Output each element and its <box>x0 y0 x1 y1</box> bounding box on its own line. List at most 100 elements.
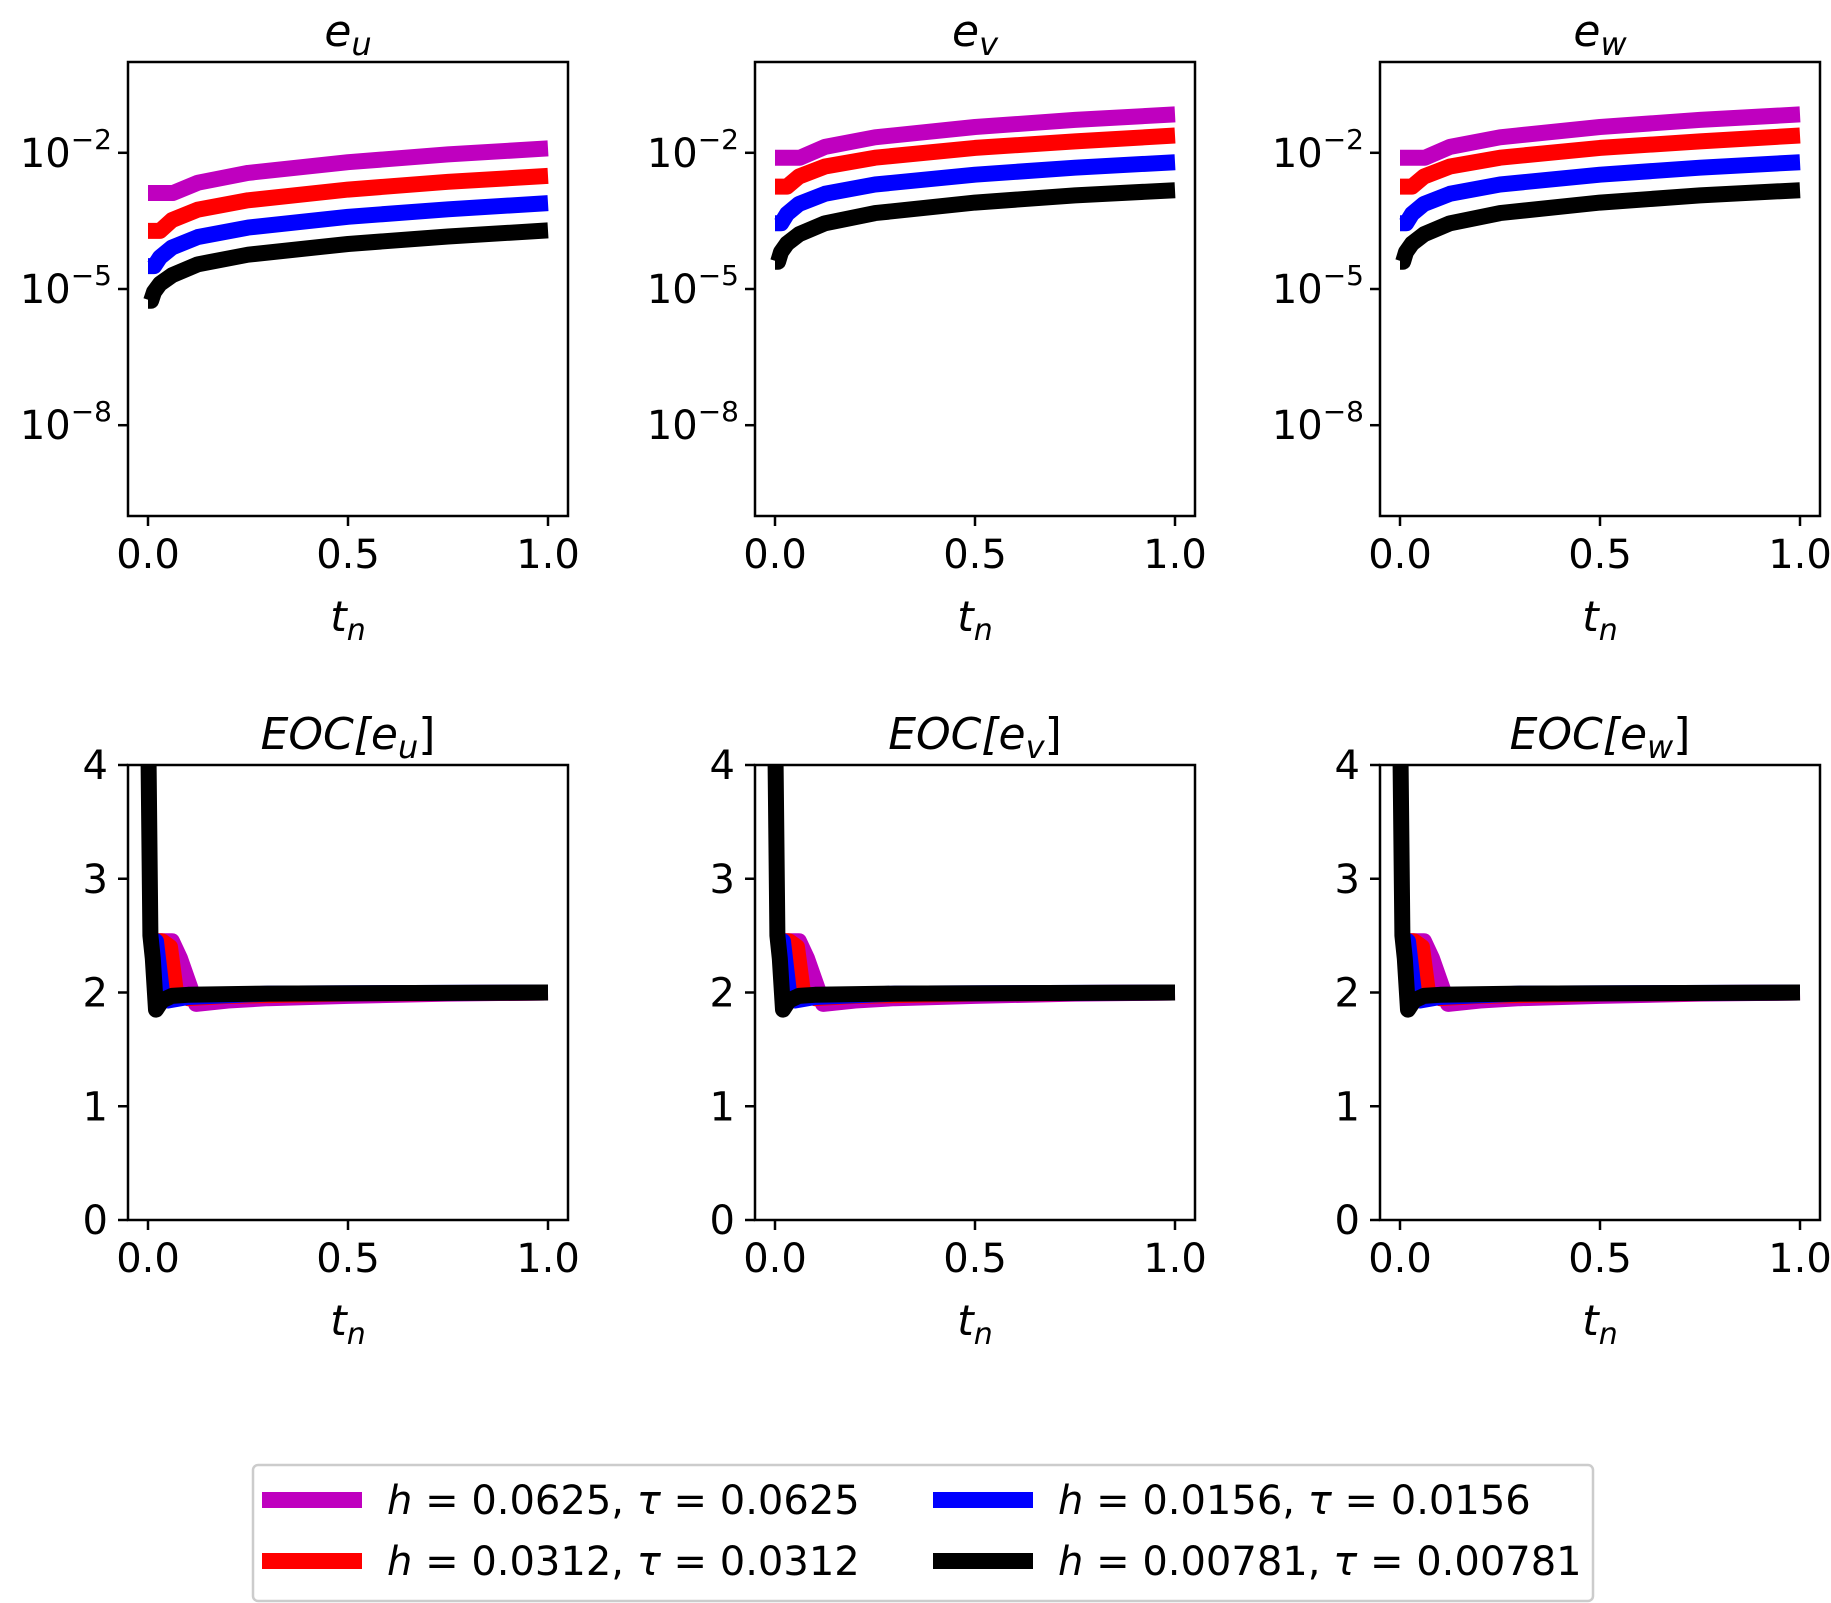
series-group <box>1395 106 1801 270</box>
title-subscript: w <box>1600 25 1627 63</box>
x-axis-label-subscript: n <box>1599 1317 1618 1352</box>
legend-tau-value: 0.0156 <box>1391 1478 1531 1524</box>
legend-equals: = <box>1083 1478 1142 1524</box>
legend-equals: = <box>1332 1478 1391 1524</box>
legend-label: h = 0.0156, τ = 0.0156 <box>1058 1478 1531 1524</box>
x-axis-label-main: t <box>1582 1296 1600 1345</box>
series-line-2 <box>1400 127 1801 195</box>
series-line-3 <box>1398 154 1801 232</box>
title-main: EOC[e <box>888 709 1025 760</box>
legend: h = 0.0625, τ = 0.0625 h = 0.0156, τ = 0.… <box>251 1463 1595 1603</box>
y-tick-label: 4 <box>710 743 735 789</box>
x-axis-label-subscript: n <box>974 613 993 648</box>
x-tick-label: 0.0 <box>1368 1236 1432 1282</box>
legend-tau-value: 0.0625 <box>720 1478 860 1524</box>
x-tick-label: 1.0 <box>516 1236 580 1282</box>
legend-var-h: h <box>387 1539 412 1585</box>
title-bracket: ] <box>418 709 435 760</box>
y-tick-label: 2 <box>1335 971 1360 1017</box>
y-tick-label: 3 <box>1335 857 1360 903</box>
y-tick-label: 0 <box>83 1198 108 1244</box>
y-tick-label: 1 <box>710 1084 735 1130</box>
x-axis-label: tn <box>1582 1296 1617 1352</box>
series-line-3 <box>146 195 549 275</box>
y-tick-label: 10−2 <box>1272 123 1364 177</box>
legend-equals: = <box>412 1478 471 1524</box>
legend-var-tau: τ <box>1308 1478 1333 1524</box>
x-tick-label: 1.0 <box>516 532 580 578</box>
y-tick-label: 0 <box>1335 1198 1360 1244</box>
legend-tau-value: 0.00781 <box>1416 1539 1581 1585</box>
series-line-4 <box>140 765 549 1018</box>
series-group <box>143 140 549 309</box>
series-line-4 <box>1392 765 1801 1018</box>
y-tick-label-exponent: −2 <box>71 123 112 156</box>
x-axis-label-main: t <box>330 592 348 641</box>
legend-comma: , <box>611 1478 636 1524</box>
legend-equals: = <box>661 1539 720 1585</box>
subplot-title: EOC[ew] <box>1510 709 1691 766</box>
x-tick-label: 1.0 <box>1143 532 1207 578</box>
x-axis-label-main: t <box>957 1296 975 1345</box>
legend-h-value: 0.00781 <box>1142 1539 1307 1585</box>
y-tick-label: 10−5 <box>647 259 739 313</box>
legend-var-h: h <box>1058 1478 1083 1524</box>
series-line-4 <box>770 182 1176 270</box>
y-tick-label: 10−2 <box>647 123 739 177</box>
subplot-eoc-ev: 0.0 0.5 1.0 0 1 2 3 4 EOC[ev] tn <box>710 709 1207 1352</box>
title-main: e <box>952 6 979 57</box>
title-main: EOC[e <box>1510 709 1647 760</box>
series-line-4 <box>1395 182 1801 270</box>
x-tick-label: 0.5 <box>1568 532 1632 578</box>
y-tick-label-exponent: −8 <box>1323 395 1364 428</box>
title-main: EOC[e <box>261 709 398 760</box>
y-tick-label: 10−5 <box>1272 259 1364 313</box>
legend-comma: , <box>1282 1478 1307 1524</box>
legend-h-value: 0.0156 <box>1142 1478 1282 1524</box>
y-tick-label-exponent: −2 <box>1323 123 1364 156</box>
x-tick-label: 0.5 <box>316 532 380 578</box>
y-tick-label: 10−5 <box>20 259 112 313</box>
series-line-3 <box>773 154 1176 232</box>
y-tick-label: 3 <box>710 857 735 903</box>
legend-comma: , <box>611 1539 636 1585</box>
y-tick-label: 2 <box>83 971 108 1017</box>
subplot-title: EOC[eu] <box>261 709 436 766</box>
legend-var-tau: τ <box>1333 1539 1358 1585</box>
title-subscript: u <box>351 25 371 63</box>
y-tick-label: 1 <box>83 1084 108 1130</box>
x-axis-label: tn <box>957 592 992 648</box>
y-tick-label: 10−8 <box>647 395 739 449</box>
x-tick-label: 0.5 <box>1568 1236 1632 1282</box>
subplot-title: ew <box>1573 6 1627 63</box>
y-tick-label: 0 <box>710 1198 735 1244</box>
x-tick-label: 0.0 <box>1368 532 1432 578</box>
x-tick-label: 0.5 <box>316 1236 380 1282</box>
title-subscript: w <box>1647 728 1674 766</box>
legend-label: h = 0.00781, τ = 0.00781 <box>1058 1539 1582 1585</box>
x-axis-label-main: t <box>1582 592 1600 641</box>
x-axis-label-main: t <box>957 592 975 641</box>
x-axis-label: tn <box>957 1296 992 1352</box>
y-tick-label: 4 <box>83 743 108 789</box>
y-tick-label-exponent: −2 <box>698 123 739 156</box>
series-line-1 <box>775 106 1176 166</box>
series-line-2 <box>148 167 549 239</box>
y-tick-label-base: 10 <box>1272 403 1323 449</box>
y-tick-label-base: 10 <box>647 267 698 313</box>
series-line-4 <box>767 765 1176 1018</box>
x-axis-label-main: t <box>330 1296 348 1345</box>
x-tick-label: 1.0 <box>1143 1236 1207 1282</box>
subplot-title: EOC[ev] <box>888 709 1062 766</box>
subplot-eoc-eu: 0.0 0.5 1.0 0 1 2 3 4 EOC[eu] tn <box>83 709 580 1352</box>
y-tick-label: 10−8 <box>1272 395 1364 449</box>
title-bracket: ] <box>1673 709 1690 760</box>
title-main: e <box>324 6 351 57</box>
y-tick-label-base: 10 <box>647 131 698 177</box>
legend-equals: = <box>661 1478 720 1524</box>
legend-equals: = <box>1083 1539 1142 1585</box>
y-tick-label-exponent: −5 <box>1323 259 1364 292</box>
